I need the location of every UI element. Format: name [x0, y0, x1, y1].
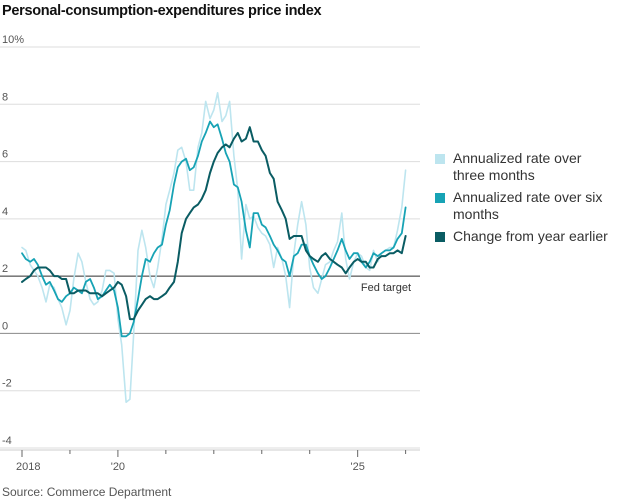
legend-label-three-month: Annualized rate over three months — [453, 150, 582, 183]
y-tick-label: 2 — [2, 263, 8, 275]
tick-labels: 10% 8 6 4 2 0 -2 -4 Fed target 2018 '20 '25 — [2, 34, 411, 473]
legend-label-six-month: Annualized rate over six months — [453, 189, 603, 222]
series-line-three-month — [21, 92, 407, 403]
y-tick-label: 8 — [2, 91, 8, 103]
legend-label-year-earlier: Change from year earlier — [453, 228, 608, 244]
y-tick-label: 10% — [2, 34, 24, 46]
series-line-year-earlier — [21, 126, 407, 321]
legend: Annualized rate over three months Annual… — [435, 150, 617, 250]
y-tick-label: -2 — [2, 378, 12, 390]
legend-item-six-month: Annualized rate over six months — [435, 189, 617, 223]
chart-title: Personal-consumption-expenditures price … — [2, 3, 322, 19]
x-tick-label: 2018 — [16, 461, 40, 473]
y-tick-label: -4 — [2, 435, 12, 447]
legend-swatch-three-month — [435, 154, 445, 164]
fed-target-label: Fed target — [361, 282, 411, 294]
legend-item-three-month: Annualized rate over three months — [435, 150, 617, 184]
series-line-six-month — [21, 120, 407, 338]
series-lines — [21, 92, 407, 403]
y-tick-label: 0 — [2, 320, 8, 332]
source-note: Source: Commerce Department — [2, 485, 172, 499]
x-tick-label: '25 — [350, 461, 364, 473]
y-tick-label: 4 — [2, 206, 8, 218]
legend-swatch-six-month — [435, 193, 445, 203]
x-tick-label: '20 — [111, 461, 125, 473]
legend-swatch-year-earlier — [435, 232, 445, 242]
legend-item-year-earlier: Change from year earlier — [435, 228, 617, 245]
gridlines — [0, 46, 420, 449]
axes — [0, 275, 420, 457]
y-tick-label: 6 — [2, 149, 8, 161]
